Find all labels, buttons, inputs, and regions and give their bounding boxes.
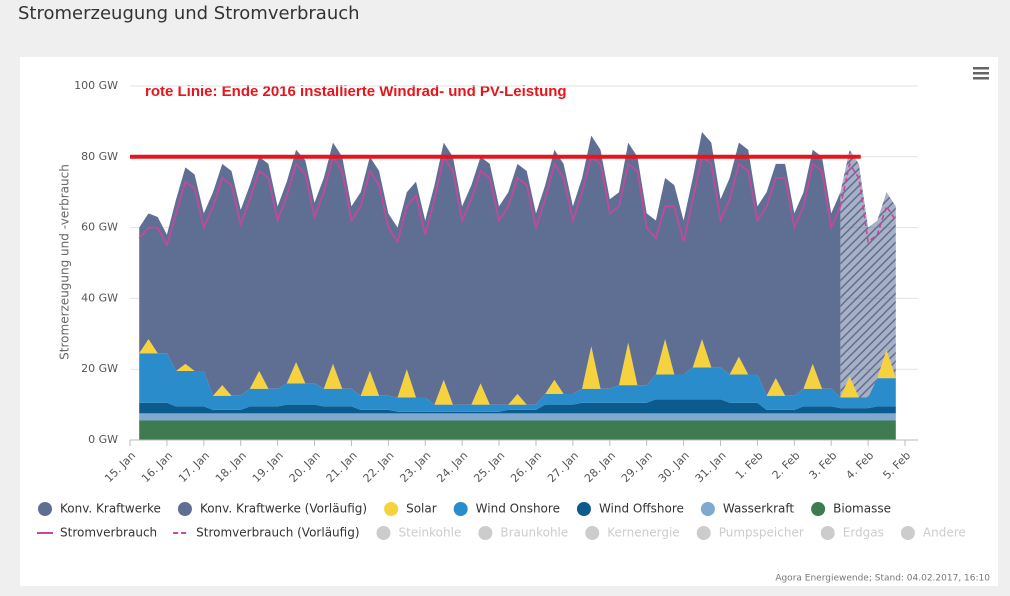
legend-label: Konv. Kraftwerke (60, 502, 161, 516)
legend-item[interactable]: Kernenergie (585, 526, 680, 541)
y-tick-label: 60 GW (81, 221, 118, 234)
legend-swatch (478, 526, 493, 540)
legend-label: Erdgas (843, 526, 884, 540)
legend-label: Biomasse (833, 502, 891, 516)
areas (139, 132, 896, 440)
legend-item[interactable]: Stromverbrauch (37, 526, 157, 540)
area (139, 399, 896, 414)
legend-swatch (820, 526, 835, 540)
y-tick-label: 0 GW (88, 433, 118, 446)
y-tick-label: 80 GW (81, 150, 118, 163)
legend-swatch (38, 502, 52, 516)
legend-item[interactable]: Braunkohle (478, 526, 568, 541)
legend-label: Wind Onshore (476, 502, 560, 516)
line (839, 161, 897, 244)
legend-item[interactable]: Pumpspeicher (696, 526, 804, 541)
legend-label: Konv. Kraftwerke (Vorläufig) (200, 502, 367, 516)
credit: Agora Energiewende; Stand: 04.02.2017, 1… (775, 574, 990, 584)
area (139, 132, 841, 405)
menu-icon[interactable] (973, 67, 989, 80)
legend-swatch (384, 502, 399, 516)
page-title: Stromerzeugung und Stromverbrauch (18, 3, 360, 24)
y-tick-label: 40 GW (81, 291, 118, 304)
legend-swatch (376, 526, 391, 540)
legend-item[interactable]: Erdgas (820, 526, 884, 541)
legend-item[interactable]: Wind Offshore (576, 502, 684, 517)
legend-label: Andere (923, 526, 966, 540)
legend-label: Wasserkraft (723, 502, 795, 516)
legend-item[interactable]: Wind Onshore (453, 502, 560, 517)
legend-swatch (696, 526, 711, 540)
legend-label: Steinkohle (399, 526, 462, 540)
area (139, 413, 896, 421)
legend-swatch (177, 502, 192, 516)
legend-item[interactable]: Biomasse (811, 502, 891, 517)
legend-label: Braunkohle (500, 526, 568, 540)
legend-swatch (700, 502, 715, 516)
menu-bar (973, 77, 989, 80)
legend-item[interactable]: Konv. Kraftwerke (38, 502, 161, 517)
line (138, 154, 842, 248)
y-tick-label: 100 GW (74, 79, 118, 92)
area (139, 339, 896, 405)
menu-bar (973, 67, 989, 70)
legend-item[interactable]: Konv. Kraftwerke (Vorläufig) (177, 502, 367, 517)
area (840, 149, 896, 398)
y-axis-label: Stromerzeugung und -verbrauch (58, 164, 72, 360)
menu-bar (973, 72, 989, 75)
legend-swatch (453, 502, 468, 516)
legend-swatch (585, 526, 600, 540)
legend-label: Pumpspeicher (719, 526, 804, 540)
legend-label: Kernenergie (607, 526, 679, 540)
legend-item[interactable]: Stromverbrauch (Vorläufig) (173, 526, 360, 540)
legend-label: Stromverbrauch (60, 526, 157, 540)
legend-swatch (811, 502, 826, 516)
area (139, 353, 896, 412)
legend-item[interactable]: Solar (384, 502, 437, 517)
legend-item[interactable]: Wasserkraft (700, 502, 795, 517)
legend-label: Wind Offshore (599, 502, 684, 516)
annotation: rote Linie: Ende 2016 installierte Windr… (145, 83, 567, 100)
legend-item[interactable]: Andere (900, 526, 966, 541)
y-tick-label: 20 GW (81, 362, 118, 375)
legend-item[interactable]: Steinkohle (376, 526, 462, 541)
area (139, 420, 896, 440)
legend-swatch (900, 526, 915, 540)
legend-swatch (576, 502, 591, 516)
legend-label: Stromverbrauch (Vorläufig) (196, 526, 359, 540)
legend-label: Solar (406, 502, 437, 516)
